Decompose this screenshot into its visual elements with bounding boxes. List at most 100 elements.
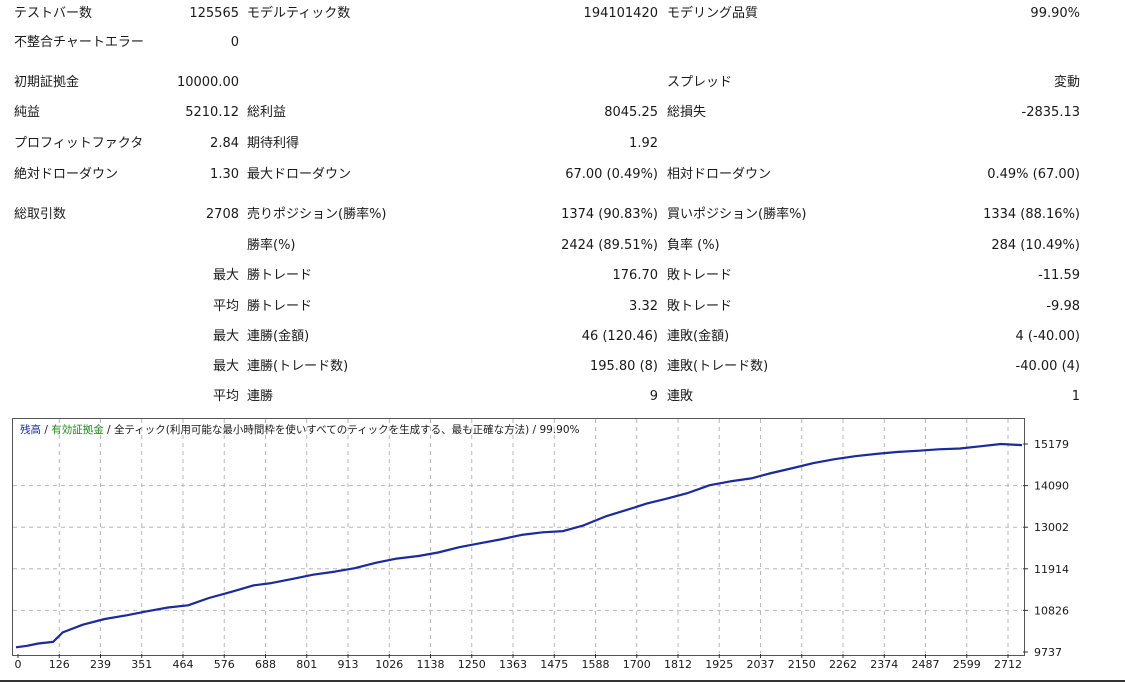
value-col2: 195.80 (8) [589,359,658,374]
value-col2: 3.32 [629,299,658,314]
value-col1: 最大 [212,268,239,283]
value-col2: 1374 (90.83%) [561,207,658,222]
report-row: 最大 連勝(金額) 46 (120.46) 連敗(金額) 4 (-40.00) [0,322,1125,352]
x-tick-label: 1925 [705,658,733,671]
value-col1: 平均 [212,389,239,404]
label-col3: 負率 (%) [667,238,720,253]
value-col2: 8045.25 [604,105,658,120]
value-col1: 125565 [189,6,239,21]
value-col1: 0 [230,35,239,50]
x-tick-label: 1700 [623,658,651,671]
x-tick-label: 2487 [912,658,940,671]
label-col3: 総損失 [667,105,707,120]
legend-quality: 99.90% [539,424,580,436]
label-col1: プロフィットファクタ [14,136,144,151]
label-col2: 勝トレード [247,299,313,314]
report-row: 絶対ドローダウン 1.30 最大ドローダウン 67.00 (0.49%) 相対ドローダウ… [0,160,1125,190]
x-tick-label: 688 [255,658,276,671]
x-tick-label: 1812 [664,658,692,671]
value-col1: 10000.00 [176,75,239,90]
y-tick-label: 13002 [1034,521,1069,534]
x-tick-label: 1588 [582,658,610,671]
legend-separator: / [103,424,114,436]
x-tick-label: 913 [338,658,359,671]
x-tick-label: 2262 [829,658,857,671]
report-row: プロフィットファクタ 2.84 期待利得 1.92 [0,129,1125,159]
x-tick-label: 2037 [747,658,775,671]
value-col3: 0.49% (67.00) [987,167,1080,182]
report-row: 不整合チャートエラー 0 [0,28,1125,58]
value-col3: 1 [1071,389,1080,404]
x-tick-label: 576 [214,658,235,671]
x-tick-label: 1138 [417,658,445,671]
label-col2: 総利益 [247,105,287,120]
report-row: 最大 勝トレード 176.70 敗トレード -11.59 [0,261,1125,291]
x-tick-label: 464 [173,658,194,671]
label-col2: 勝トレード [247,268,313,283]
label-col1: テストバー数 [14,6,93,21]
x-tick-label: 2374 [870,658,898,671]
y-tick-label: 14090 [1034,480,1069,493]
legend-model: 全ティック(利用可能な最小時間枠を使いすべてのティックを生成する、最も正確な方法… [113,424,530,436]
value-col3: -9.98 [1046,299,1080,314]
value-col3: 99.90% [1030,6,1080,21]
report-row: 平均 勝トレード 3.32 敗トレード -9.98 [0,292,1125,322]
label-col3: 敗トレード [667,299,733,314]
y-tick-label: 9737 [1034,646,1062,659]
label-col3: 連敗(金額) [667,329,730,344]
label-col3: 敗トレード [667,268,733,283]
x-tick-label: 1475 [540,658,568,671]
value-col1: 平均 [212,299,239,314]
x-tick-label: 2712 [994,658,1022,671]
label-col3: 連敗(トレード数) [667,359,769,374]
label-col1: 初期証拠金 [14,75,80,90]
legend-separator: / [41,424,52,436]
x-tick-label: 351 [131,658,152,671]
x-tick-label: 801 [296,658,317,671]
report-row: 最大 連勝(トレード数) 195.80 (8) 連敗(トレード数) -40.00 (4) [0,352,1125,382]
label-col2: 最大ドローダウン [247,167,352,182]
label-col1: 絶対ドローダウン [14,167,119,182]
label-col2: 勝率(%) [247,238,296,253]
label-col3: モデリング品質 [667,6,759,21]
value-col2: 176.70 [612,268,659,283]
value-col3: 変動 [1053,75,1080,90]
label-col2: モデルティック数 [247,6,351,21]
x-tick-label: 1250 [458,658,486,671]
report-row: 純益 5210.12 総利益 8045.25 総損失 -2835.13 [0,98,1125,128]
report-row: 総取引数 2708 売りポジション(勝率%) 1374 (90.83%) 買いポジション… [0,200,1125,230]
strategy-report: テストバー数 125565 モデルティック数 194101420 モデリング品質 99.9… [0,6,1125,412]
bottom-divider [0,680,1125,682]
label-col3: 買いポジション(勝率%) [667,207,807,222]
value-col1: 最大 [212,359,239,374]
value-col2: 2424 (89.51%) [561,238,658,253]
value-col3: -40.00 (4) [1015,359,1080,374]
value-col1: 2708 [205,207,239,222]
value-col1: 最大 [212,329,239,344]
value-col3: -2835.13 [1021,105,1080,120]
label-col2: 連勝(金額) [247,329,310,344]
x-tick-label: 2599 [953,658,981,671]
x-tick-label: 0 [15,658,22,671]
value-col2: 67.00 (0.49%) [565,167,658,182]
y-tick-label: 10826 [1034,604,1069,617]
value-col1: 5210.12 [185,105,239,120]
value-col3: -11.59 [1038,268,1080,283]
value-col2: 1.92 [629,136,658,151]
x-tick-label: 1026 [375,658,403,671]
x-tick-label: 126 [49,658,70,671]
label-col2: 売りポジション(勝率%) [247,207,387,222]
value-col2: 46 (120.46) [581,329,658,344]
value-col3: 4 (-40.00) [1015,329,1080,344]
chart-frame [12,418,1025,656]
value-col1: 1.30 [210,167,239,182]
label-col3: 連敗 [667,389,694,404]
report-row: 平均 連勝 9 連敗 1 [0,382,1125,412]
label-col1: 不整合チャートエラー [14,35,144,50]
report-row: 勝率(%) 2424 (89.51%) 負率 (%) 284 (10.49%) [0,231,1125,261]
y-tick-label: 15179 [1034,438,1069,451]
y-tick-label: 11914 [1034,563,1069,576]
value-col3: 284 (10.49%) [991,238,1080,253]
label-col1: 純益 [14,105,41,120]
legend-equity: 有効証拠金 [51,424,104,436]
